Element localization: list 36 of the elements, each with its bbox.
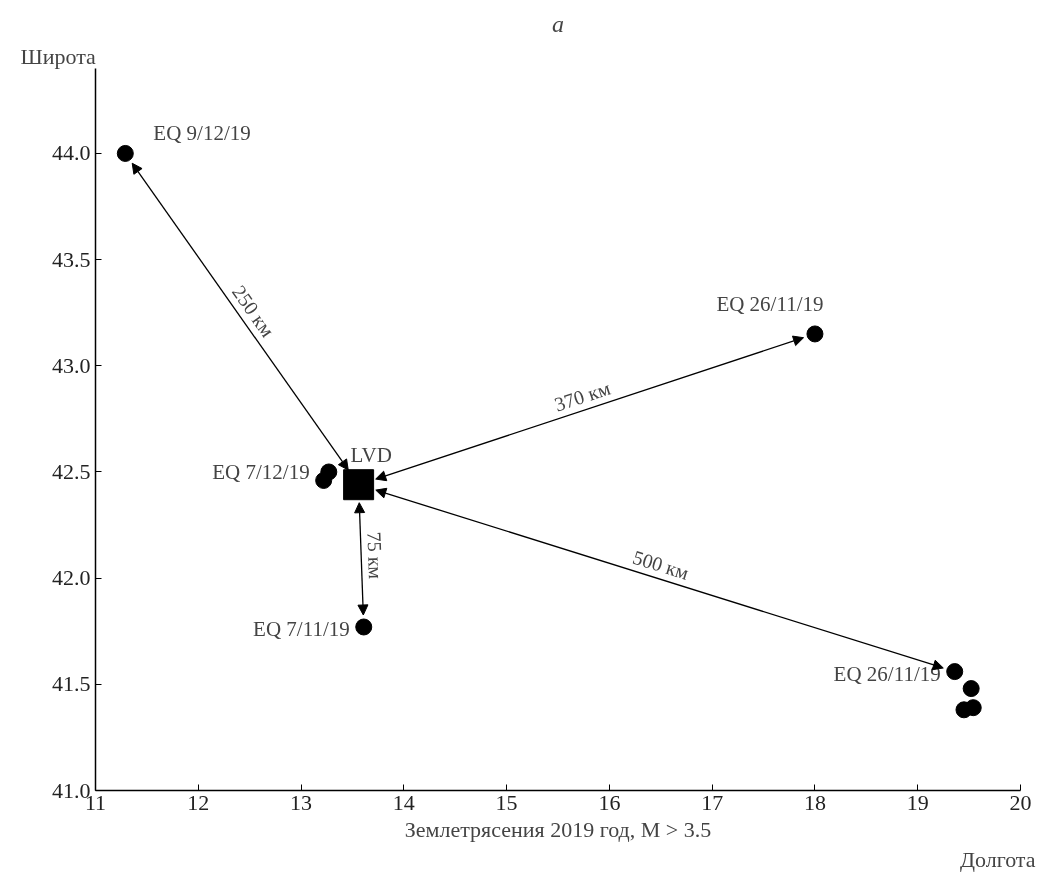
annotation: 500 км: [630, 545, 692, 584]
y-tick-label: 43.0: [52, 352, 91, 378]
y-tick-label: 43.5: [52, 246, 91, 272]
y-axis-title: Широта: [20, 43, 97, 69]
annotation: LVD: [350, 442, 392, 467]
point: [962, 680, 980, 698]
x-tick-label: 12: [187, 789, 210, 815]
point: [806, 325, 824, 343]
chart-title: a: [552, 10, 564, 37]
annotation: EQ 7/11/19: [253, 616, 350, 641]
point: [315, 471, 333, 489]
annotation: EQ 26/11/19: [833, 661, 941, 686]
y-tick-label: 42.0: [52, 565, 91, 591]
annotation: 370 км: [551, 376, 614, 416]
x-tick-label: 17: [701, 789, 724, 815]
point: [116, 144, 134, 162]
x-tick-label: 18: [803, 789, 826, 815]
x-tick-label: 13: [290, 789, 313, 815]
x-tick-label: 16: [598, 789, 621, 815]
x-tick-label: 20: [1009, 789, 1032, 815]
annotation: EQ 9/12/19: [153, 121, 251, 146]
point: [343, 469, 375, 501]
y-tick-label: 42.5: [52, 458, 91, 484]
annotation: 250 км: [227, 281, 280, 342]
x-tick-label: 19: [906, 789, 929, 815]
y-tick-label: 44.0: [52, 140, 91, 166]
annotation: EQ 7/12/19: [212, 460, 310, 485]
y-tick-label: 41.5: [52, 671, 91, 697]
point: [946, 663, 964, 681]
x-tick-label: 15: [495, 789, 518, 815]
x-tick-label: 14: [392, 789, 415, 815]
annotation: 75 км: [363, 531, 388, 580]
annotation: EQ 26/11/19: [716, 291, 824, 316]
x-axis-title: Землетрясения 2019 год, M > 3.5: [404, 816, 712, 842]
text: Долгота: [959, 846, 1036, 872]
point: [355, 618, 373, 636]
